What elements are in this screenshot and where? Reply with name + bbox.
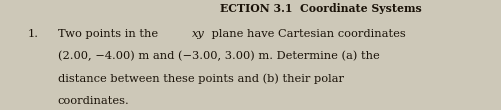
Text: 1.: 1.	[28, 29, 39, 39]
Text: plane have Cartesian coordinates: plane have Cartesian coordinates	[208, 29, 406, 39]
Text: ECTION 3.1  Coordinate Systems: ECTION 3.1 Coordinate Systems	[220, 3, 422, 14]
Text: xy: xy	[191, 29, 204, 39]
Text: Two points in the: Two points in the	[58, 29, 161, 39]
Text: (2.00, −4.00) m and (−3.00, 3.00) m. Determine (a) the: (2.00, −4.00) m and (−3.00, 3.00) m. Det…	[58, 51, 379, 61]
Text: coordinates.: coordinates.	[58, 96, 129, 106]
Text: distance between these points and (b) their polar: distance between these points and (b) th…	[58, 74, 344, 84]
